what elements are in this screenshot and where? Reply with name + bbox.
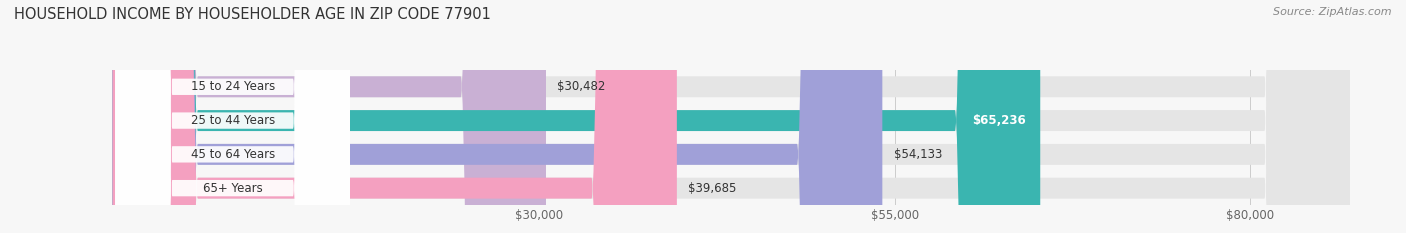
Text: $54,133: $54,133 [894,148,942,161]
FancyBboxPatch shape [112,0,1350,233]
FancyBboxPatch shape [112,0,1350,233]
Text: HOUSEHOLD INCOME BY HOUSEHOLDER AGE IN ZIP CODE 77901: HOUSEHOLD INCOME BY HOUSEHOLDER AGE IN Z… [14,7,491,22]
FancyBboxPatch shape [115,0,350,233]
Text: Source: ZipAtlas.com: Source: ZipAtlas.com [1274,7,1392,17]
FancyBboxPatch shape [115,0,350,233]
Text: $39,685: $39,685 [689,182,737,195]
FancyBboxPatch shape [112,0,1350,233]
FancyBboxPatch shape [112,0,546,233]
FancyBboxPatch shape [115,0,350,233]
FancyBboxPatch shape [115,0,350,233]
Text: 15 to 24 Years: 15 to 24 Years [191,80,274,93]
Text: $65,236: $65,236 [973,114,1026,127]
Text: $30,482: $30,482 [557,80,606,93]
FancyBboxPatch shape [112,0,1350,233]
FancyBboxPatch shape [112,0,676,233]
Text: 45 to 64 Years: 45 to 64 Years [191,148,274,161]
FancyBboxPatch shape [112,0,883,233]
Text: 65+ Years: 65+ Years [202,182,263,195]
Text: 25 to 44 Years: 25 to 44 Years [191,114,274,127]
FancyBboxPatch shape [112,0,1040,233]
